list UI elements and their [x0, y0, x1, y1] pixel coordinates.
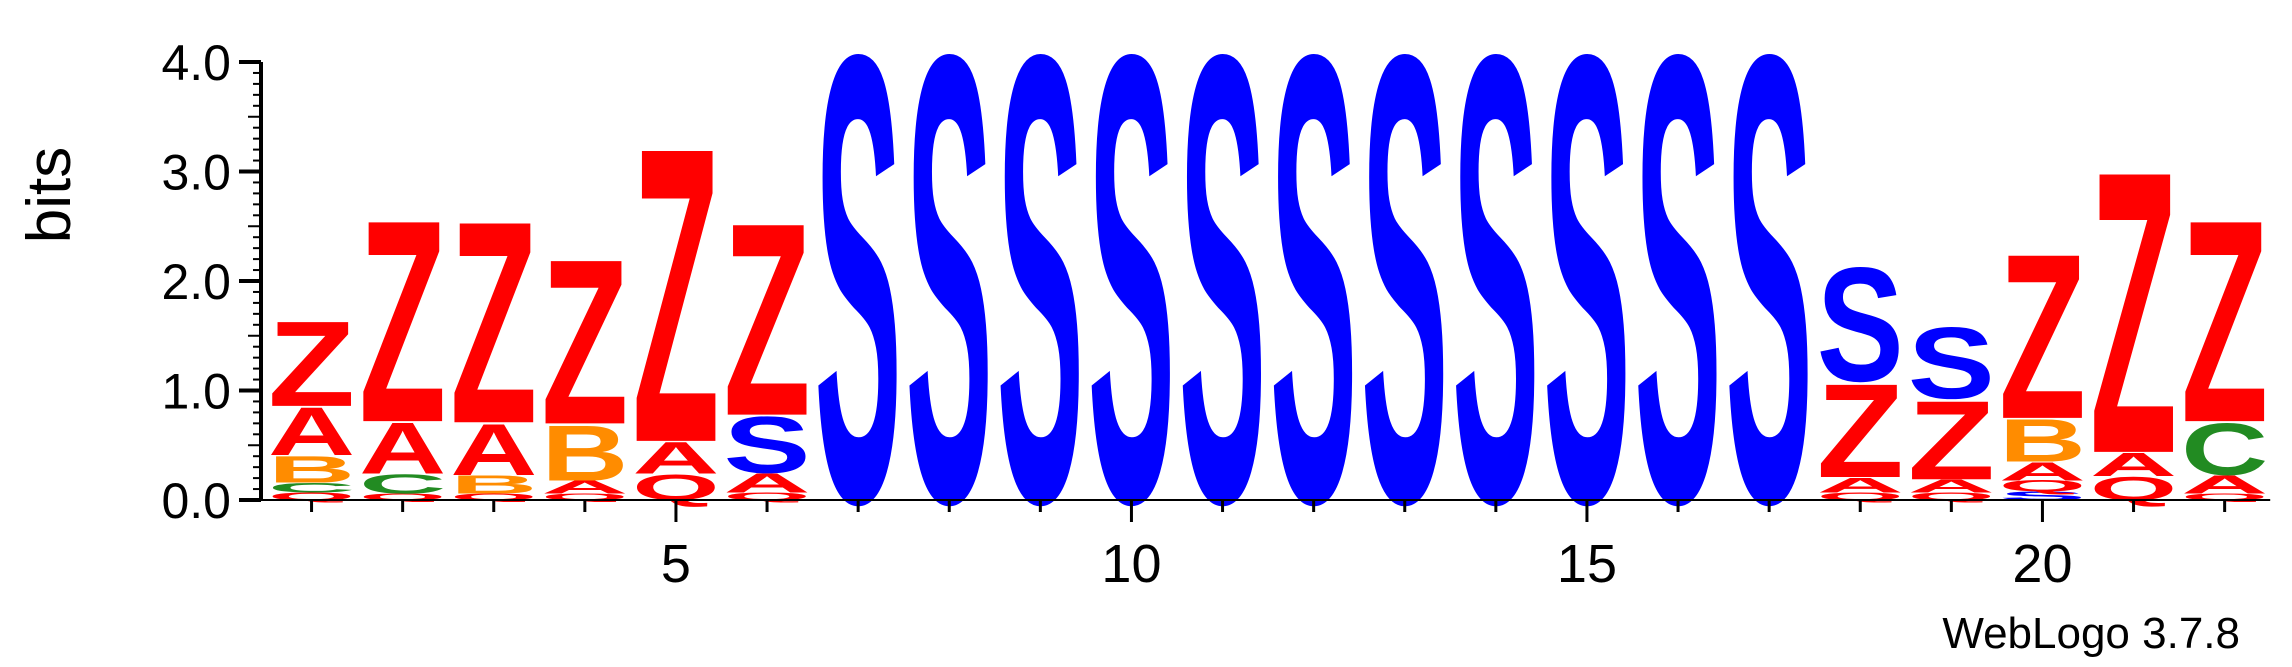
logo-letter-Z: Z [1908, 378, 1995, 503]
y-tick-label: 1.0 [161, 364, 231, 420]
logo-letter-B: B [1999, 408, 2086, 476]
logo-letter-A: A [1817, 473, 1904, 497]
logo-letter-S: S [906, 0, 993, 636]
x-tick-label: 20 [2012, 534, 2072, 594]
logo-letter-Z: Z [2181, 161, 2268, 483]
logo-letter-Z: Z [1817, 357, 1904, 506]
logo-column: S [1543, 0, 1630, 636]
logo-column: S [997, 0, 1084, 636]
logo-letter-A: A [450, 410, 537, 491]
logo-letter-A: A [1999, 457, 2086, 486]
logo-letter-S: S [724, 400, 811, 490]
logo-letter-A: A [632, 433, 719, 484]
logo-letter-Z: Z [632, 59, 719, 531]
y-tick-label: 3.0 [161, 145, 231, 201]
logo-letter-A: A [359, 409, 446, 490]
logo-letter-S: S [1088, 0, 1175, 636]
x-tick-label: 10 [1101, 534, 1161, 594]
logo-letter-B: B [450, 470, 537, 499]
logo-letter-S: S [1270, 0, 1357, 636]
logo-letter-Q: Q [268, 490, 355, 502]
logo-letter-Q: Q [541, 492, 628, 502]
logo-letter-C: C [2181, 408, 2268, 491]
logo-column: S [1088, 0, 1175, 636]
logo-column: S [1179, 0, 1266, 636]
logo-column: QAZ [2090, 88, 2177, 539]
logo-letter-C: C [268, 480, 355, 495]
logo-letter-Q: Q [1999, 478, 2086, 495]
y-axis-label: bits [15, 147, 84, 243]
logo-letter-A: A [268, 393, 355, 470]
logo-letter-Z: Z [450, 162, 537, 484]
logo-letter-Q: Q [450, 492, 537, 502]
logo-letter-S: S [1543, 0, 1630, 636]
logo-column: S [906, 0, 993, 636]
logo-letter-B: B [541, 409, 628, 497]
logo-column: S [815, 0, 902, 636]
logo-letter-Z: Z [541, 212, 628, 475]
logo-column: S [1726, 0, 1813, 636]
logo-letter-Q: Q [724, 490, 811, 502]
logo-letter-Q: Q [1817, 490, 1904, 502]
logo-letter-Z: Z [268, 297, 355, 433]
logo-letter-S: S [997, 0, 1084, 636]
logo-letter-S: S [815, 0, 902, 636]
logo-letter-Z: Z [2090, 88, 2177, 539]
x-axis: 5 10 15 20 [261, 499, 2271, 594]
logo-letter-Q: Q [359, 492, 446, 502]
logo-letter-S: S [1452, 0, 1539, 636]
logo-column: S [1361, 0, 1448, 636]
logo-column: S [1270, 0, 1357, 636]
logo-letter-Q: Q [2181, 492, 2268, 502]
y-tick-label: 0.0 [161, 473, 231, 529]
logo-letter-S: S [1908, 306, 1995, 420]
logo-letter-A: A [2090, 446, 2177, 483]
y-tick-label: 4.0 [161, 35, 231, 91]
logo-letter-S: S [1817, 234, 1904, 416]
logo-column: S [1635, 0, 1722, 636]
x-tick-label: 5 [661, 534, 691, 594]
logo-letter-B: B [268, 448, 355, 491]
y-axis: 0.0 1.0 2.0 3.0 4.0 [161, 35, 263, 529]
y-tick-label: 2.0 [161, 254, 231, 310]
weblogo-credit: WebLogo 3.7.8 [1942, 609, 2240, 658]
logo-letter-Z: Z [359, 161, 446, 483]
logo-letter-Q: Q [1908, 490, 1995, 502]
x-tick-label: 15 [1557, 534, 1617, 594]
logo-letter-A: A [2181, 470, 2268, 499]
logo-letter-S: S [1361, 0, 1448, 636]
logo-letter-A: A [724, 468, 811, 499]
logo-letter-S: S [1635, 0, 1722, 636]
logo-letter-Z: Z [724, 167, 811, 473]
logo-letter-S: S [1179, 0, 1266, 636]
logo-letter-A: A [1908, 476, 1995, 496]
logo-letter-C: C [359, 469, 446, 500]
logo-column: QAZ [632, 59, 719, 531]
logo-letter-S: S [1726, 0, 1813, 636]
logo-column: S [1452, 0, 1539, 636]
logo-letter-Z: Z [1999, 206, 2086, 469]
logo-letter-A: A [541, 477, 628, 497]
